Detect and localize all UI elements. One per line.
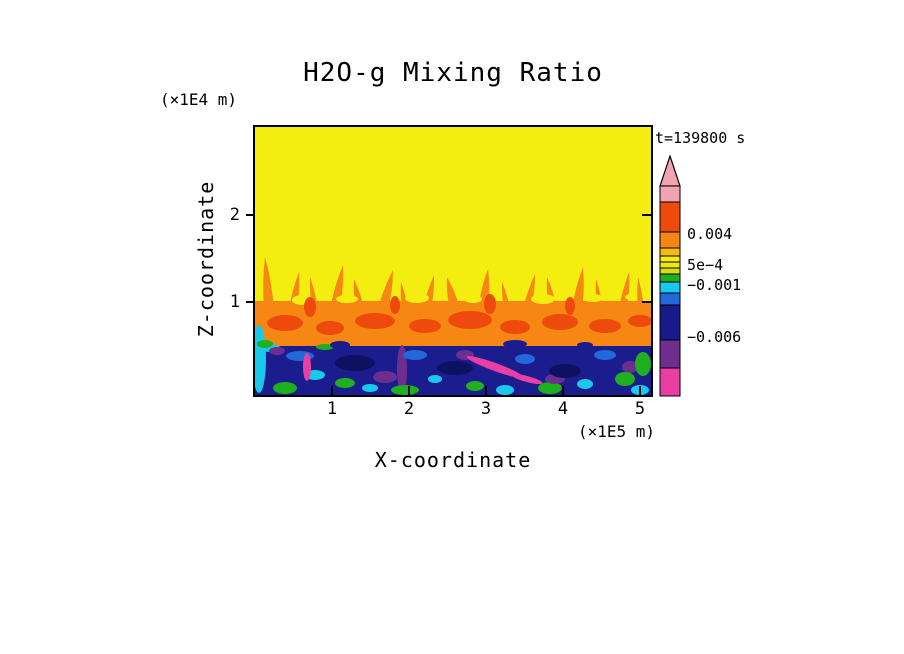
plume-core — [542, 314, 578, 330]
field-patch — [538, 382, 562, 394]
field-patch — [362, 384, 378, 392]
colorbar-segment — [659, 339, 681, 369]
field-patch — [316, 344, 334, 350]
field-patch — [511, 373, 543, 385]
plume-core — [589, 319, 621, 333]
field-patch — [391, 385, 419, 395]
colorbar-label: 5e−4 — [687, 256, 724, 274]
field-patch — [466, 381, 484, 391]
colorbar-segment — [659, 281, 681, 294]
field-gap — [625, 294, 637, 300]
x-axis-unit-label: (×1E5 m) — [577, 422, 655, 441]
colorbar — [659, 154, 681, 397]
x-tick-label: 1 — [326, 399, 338, 419]
field-patch — [403, 350, 427, 360]
contour-plot-area — [253, 125, 653, 397]
field-patch — [428, 375, 442, 383]
colorbar-segment — [659, 367, 681, 397]
y-tick-label: 2 — [229, 205, 240, 225]
x-tick-label: 4 — [557, 399, 569, 419]
field-patch — [335, 378, 355, 388]
field-patch — [330, 341, 350, 349]
colorbar-segment — [659, 304, 681, 341]
colorbar-segment — [659, 273, 681, 283]
field-patch — [615, 372, 635, 386]
colorbar-segment — [659, 255, 681, 263]
field-patch — [515, 354, 535, 364]
field-patch — [577, 379, 593, 389]
plume-core — [390, 296, 400, 314]
field-patch — [269, 347, 285, 355]
y-tick-mark — [246, 214, 255, 216]
field-gap — [583, 294, 603, 302]
colorbar-segment — [659, 231, 681, 249]
plume-shape — [572, 267, 584, 309]
plume-shape — [446, 277, 460, 309]
field-patch — [496, 385, 514, 395]
contour-field — [255, 127, 651, 395]
field-gap — [531, 294, 555, 304]
field-patch — [373, 371, 397, 383]
plume-core — [500, 320, 530, 334]
colorbar-segment — [659, 292, 681, 306]
plume-core — [448, 311, 492, 329]
field-gap — [464, 295, 482, 303]
plume-shape — [400, 282, 408, 309]
x-axis-title: X-coordinate — [374, 448, 532, 472]
field-patch — [437, 361, 473, 375]
plume-core — [484, 294, 496, 314]
field-patch — [635, 352, 651, 376]
chart-title: H2O-g Mixing Ratio — [303, 58, 603, 88]
field-patch — [577, 342, 593, 348]
field-patch — [335, 355, 375, 371]
plume-core — [316, 321, 344, 335]
plume-shape — [263, 257, 274, 309]
plume-core — [267, 315, 303, 331]
y-tick-mark — [246, 301, 255, 303]
colorbar-segment — [659, 201, 681, 233]
plume-core — [409, 319, 441, 333]
x-tick-label: 5 — [634, 399, 646, 419]
y-axis-unit-label: (×1E4 m) — [160, 90, 238, 109]
colorbar-segment — [659, 247, 681, 257]
plume-core — [628, 315, 651, 327]
colorbar-label: 0.004 — [687, 225, 733, 243]
colorbar-segment — [659, 261, 681, 269]
plume-shape — [501, 282, 510, 309]
field-patch — [594, 350, 616, 360]
field-patch — [303, 353, 311, 381]
field-gap — [405, 293, 429, 303]
field-patch — [466, 356, 524, 378]
x-tick-label: 2 — [403, 399, 415, 419]
plume-core — [565, 297, 575, 315]
time-annotation: t=139800 s — [655, 129, 746, 147]
y-axis-title: Z-coordinate — [194, 180, 218, 338]
plume-shape — [378, 270, 393, 309]
colorbar-label: −0.001 — [687, 276, 742, 294]
field-patch — [503, 340, 527, 348]
colorbar-arrow — [659, 154, 681, 187]
plume-core — [355, 313, 395, 329]
colorbar-segment — [659, 185, 681, 203]
plume-core — [304, 297, 316, 317]
field-gap — [336, 295, 358, 303]
colorbar-segment — [659, 267, 681, 275]
field-patch — [549, 364, 581, 378]
field-patch — [622, 361, 638, 373]
field-patch — [273, 382, 297, 394]
x-tick-label: 3 — [480, 399, 492, 419]
colorbar-scale — [659, 154, 681, 397]
field-patch — [257, 340, 273, 348]
plume-shape — [353, 279, 364, 309]
plume-shape — [619, 272, 630, 309]
y-tick-label: 1 — [229, 292, 240, 312]
colorbar-label: −0.006 — [687, 328, 742, 346]
